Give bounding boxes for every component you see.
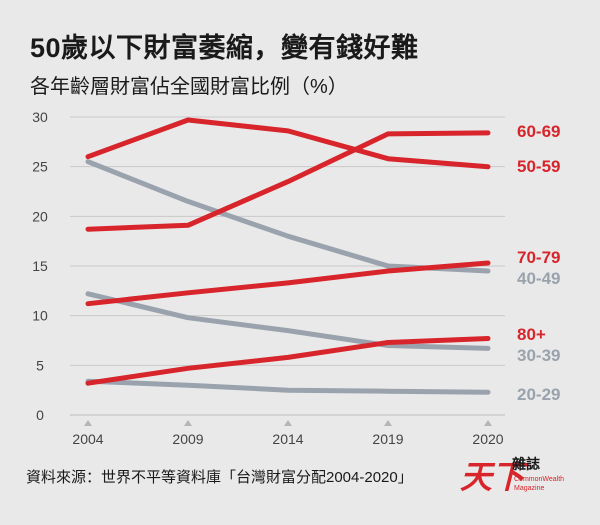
series-lines [85,117,491,395]
series-label-30-39: 30-39 [517,346,560,365]
x-tick-marker [184,420,192,426]
x-tick-label: 2009 [172,431,203,447]
y-tick-label: 20 [32,208,48,224]
chart-subtitle: 各年齡層財富佔全國財富比例（%） [30,76,348,98]
logo-mark: 天下 [460,459,525,495]
y-tick-label: 30 [32,109,48,125]
logo-en-line1: CommonWealth [514,476,565,483]
logo-en-line2: Magazine [514,485,545,492]
x-tick-marker [484,420,492,426]
y-tick-label: 5 [36,357,44,373]
x-tick-marker [384,420,392,426]
series-label-70-79: 70-79 [517,248,560,267]
x-tick-marker [84,420,92,426]
commonwealth-logo: 天下 雜誌 CommonWealth Magazine [460,452,580,502]
series-line-50-59 [85,130,491,232]
axes: 0 5 10 15 20 25 30 2004 2009 2014 2019 2020 [32,109,504,447]
y-tick-label: 25 [32,159,48,175]
x-tick-label: 2020 [472,431,503,447]
y-tick-label: 15 [32,258,48,274]
series-line-20-29 [85,378,491,395]
series-label-60-69: 60-69 [517,122,560,141]
y-tick-label: 10 [32,308,48,324]
series-line-60-69 [85,117,491,170]
source-note: 資料來源：世界不平等資料庫「台灣財富分配2004-2020」 [26,469,413,486]
series-label-40-49: 40-49 [517,269,560,288]
series-label-20-29: 20-29 [517,385,560,404]
x-tick-label: 2014 [272,431,303,447]
x-tick-marker [284,420,292,426]
x-tick-label: 2004 [72,431,103,447]
x-tick-label: 2019 [372,431,403,447]
logo-sub: 雜誌 [512,456,540,472]
series-line-70-79 [85,260,491,307]
series-line-80plus [85,336,491,386]
series-labels: 60-69 50-59 70-79 40-49 80+ 30-39 20-29 [517,122,560,404]
chart-title: 50歲以下財富萎縮，變有錢好難 [30,33,419,63]
series-label-80plus: 80+ [517,325,546,344]
y-tick-label: 0 [36,407,44,423]
series-label-50-59: 50-59 [517,157,560,176]
series-line-30-39 [85,291,491,351]
